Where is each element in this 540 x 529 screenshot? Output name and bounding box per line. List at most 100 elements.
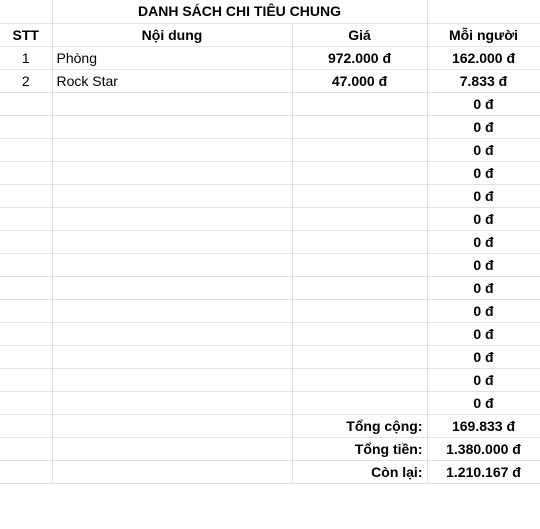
cell-per-person[interactable]: 0 đ [427, 276, 540, 300]
table-row: 2 Rock Star 47.000 đ 7.833 đ [0, 69, 540, 93]
cell-stt[interactable] [0, 276, 53, 300]
title-row: DANH SÁCH CHI TIÊU CHUNG [0, 0, 540, 24]
expense-table: DANH SÁCH CHI TIÊU CHUNG STT Nội dung Gi… [0, 0, 540, 484]
header-row: STT Nội dung Giá Mỗi người [0, 23, 540, 47]
header-content[interactable]: Nội dung [52, 23, 293, 47]
cell-price[interactable] [292, 115, 428, 139]
table-row: 0 đ [0, 345, 540, 369]
cell-content[interactable]: Phòng [52, 46, 293, 70]
cell-per-person[interactable]: 0 đ [427, 230, 540, 254]
cell-per-person[interactable]: 0 đ [427, 345, 540, 369]
cell-content[interactable] [52, 207, 293, 231]
cell-content[interactable] [52, 161, 293, 185]
cell-price[interactable] [292, 161, 428, 185]
cell-per-person[interactable]: 0 đ [427, 161, 540, 185]
cell-per-person[interactable]: 0 đ [427, 115, 540, 139]
header-stt[interactable]: STT [0, 23, 53, 47]
summary-row-total-money: Tổng tiền: 1.380.000 đ [0, 437, 540, 461]
cell-stt[interactable] [0, 391, 53, 415]
cell-empty[interactable] [0, 437, 53, 461]
cell-content[interactable] [52, 92, 293, 116]
cell-content[interactable] [52, 368, 293, 392]
cell-stt[interactable]: 2 [0, 69, 53, 93]
cell-price[interactable] [292, 230, 428, 254]
cell-price[interactable] [292, 391, 428, 415]
cell-content[interactable] [52, 230, 293, 254]
cell-per-person[interactable]: 0 đ [427, 391, 540, 415]
remaining-value[interactable]: 1.210.167 đ [427, 460, 540, 484]
cell-stt[interactable] [0, 138, 53, 162]
total-money-label[interactable]: Tổng tiền: [292, 437, 428, 461]
cell-price[interactable] [292, 138, 428, 162]
cell-stt[interactable] [0, 345, 53, 369]
cell-price[interactable]: 47.000 đ [292, 69, 428, 93]
table-row: 1 Phòng 972.000 đ 162.000 đ [0, 46, 540, 70]
cell-price[interactable] [292, 207, 428, 231]
header-per-person[interactable]: Mỗi người [427, 23, 540, 47]
cell-stt[interactable] [0, 161, 53, 185]
total-money-value[interactable]: 1.380.000 đ [427, 437, 540, 461]
cell-empty[interactable] [0, 414, 53, 438]
cell-per-person[interactable]: 0 đ [427, 299, 540, 323]
cell-price[interactable] [292, 345, 428, 369]
cell-stt[interactable]: 1 [0, 46, 53, 70]
cell-price[interactable] [292, 184, 428, 208]
cell-empty[interactable] [0, 0, 53, 24]
cell-per-person[interactable]: 0 đ [427, 138, 540, 162]
cell-content[interactable] [52, 184, 293, 208]
table-row: 0 đ [0, 161, 540, 185]
remaining-label[interactable]: Còn lại: [292, 460, 428, 484]
cell-per-person[interactable]: 0 đ [427, 322, 540, 346]
cell-content[interactable] [52, 345, 293, 369]
cell-content[interactable] [52, 253, 293, 277]
cell-price[interactable] [292, 276, 428, 300]
cell-price[interactable] [292, 368, 428, 392]
cell-per-person[interactable]: 0 đ [427, 184, 540, 208]
sheet-title[interactable]: DANH SÁCH CHI TIÊU CHUNG [52, 0, 428, 24]
total-per-person-label[interactable]: Tổng cộng: [292, 414, 428, 438]
cell-price[interactable] [292, 92, 428, 116]
cell-price[interactable]: 972.000 đ [292, 46, 428, 70]
cell-per-person[interactable]: 0 đ [427, 368, 540, 392]
cell-per-person[interactable]: 0 đ [427, 207, 540, 231]
cell-empty[interactable] [427, 0, 540, 24]
cell-per-person[interactable]: 162.000 đ [427, 46, 540, 70]
cell-per-person[interactable]: 0 đ [427, 253, 540, 277]
cell-content[interactable]: Rock Star [52, 69, 293, 93]
cell-content[interactable] [52, 115, 293, 139]
table-row: 0 đ [0, 368, 540, 392]
cell-stt[interactable] [0, 253, 53, 277]
total-per-person-value[interactable]: 169.833 đ [427, 414, 540, 438]
cell-empty[interactable] [52, 414, 293, 438]
cell-empty[interactable] [0, 460, 53, 484]
cell-empty[interactable] [52, 460, 293, 484]
cell-stt[interactable] [0, 299, 53, 323]
table-row: 0 đ [0, 253, 540, 277]
summary-row-remaining: Còn lại: 1.210.167 đ [0, 460, 540, 484]
cell-price[interactable] [292, 253, 428, 277]
cell-stt[interactable] [0, 368, 53, 392]
cell-stt[interactable] [0, 92, 53, 116]
table-row: 0 đ [0, 115, 540, 139]
cell-stt[interactable] [0, 322, 53, 346]
cell-content[interactable] [52, 322, 293, 346]
cell-content[interactable] [52, 391, 293, 415]
cell-stt[interactable] [0, 207, 53, 231]
table-row: 0 đ [0, 230, 540, 254]
cell-price[interactable] [292, 299, 428, 323]
cell-per-person[interactable]: 7.833 đ [427, 69, 540, 93]
summary-row-total-per-person: Tổng cộng: 169.833 đ [0, 414, 540, 438]
cell-stt[interactable] [0, 184, 53, 208]
cell-stt[interactable] [0, 230, 53, 254]
header-price[interactable]: Giá [292, 23, 428, 47]
table-row: 0 đ [0, 184, 540, 208]
cell-empty[interactable] [52, 437, 293, 461]
cell-per-person[interactable]: 0 đ [427, 92, 540, 116]
cell-content[interactable] [52, 138, 293, 162]
cell-stt[interactable] [0, 115, 53, 139]
cell-content[interactable] [52, 276, 293, 300]
cell-price[interactable] [292, 322, 428, 346]
cell-content[interactable] [52, 299, 293, 323]
table-row: 0 đ [0, 322, 540, 346]
